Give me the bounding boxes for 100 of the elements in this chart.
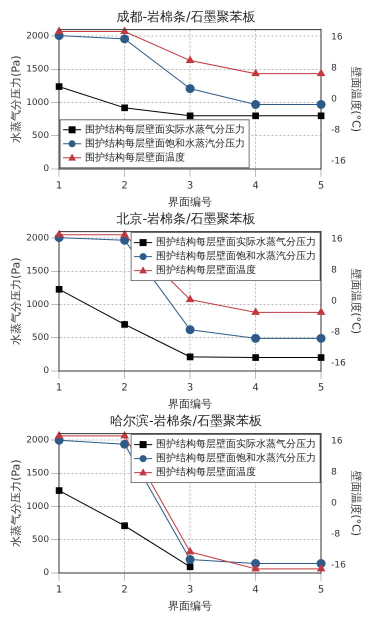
x-tick-label: 1: [56, 382, 62, 394]
point: [316, 100, 326, 110]
y-tick-label: 1500: [26, 64, 50, 75]
x-tick-label: 4: [252, 382, 259, 394]
point: [186, 325, 195, 334]
y-tick-label: 1500: [26, 266, 50, 277]
legend-label: 围护结构每层壁面实际水蒸气分压力: [156, 438, 316, 450]
x-tick-label: 3: [186, 382, 194, 394]
legend-label: 围护结构每层壁面温度: [156, 264, 256, 276]
point: [186, 564, 194, 570]
x-axis-title: 界面编号: [168, 599, 212, 612]
point: [56, 286, 62, 293]
x-tick-label: 4: [252, 584, 259, 596]
point: [186, 555, 195, 564]
y2-tick-label: -8: [331, 529, 340, 540]
y-tick-label: 1500: [26, 468, 50, 479]
point: [252, 354, 259, 361]
x-tick-label: 4: [252, 180, 259, 192]
point: [186, 547, 194, 554]
y2-tick-label: 0: [331, 498, 338, 509]
y-tick-label: 1000: [26, 300, 50, 310]
y2-tick-label: 16: [331, 234, 343, 245]
y-tick-label: 2000: [26, 436, 50, 446]
y2-axis-title: 壁面温度(°C): [350, 268, 363, 334]
y-tick-label: 0: [43, 366, 50, 376]
y-axis-title: 水蒸气分压力(Pa): [9, 459, 22, 547]
x-tick-label: 1: [56, 180, 62, 192]
point: [316, 334, 326, 343]
y-axis-title: 水蒸气分压力(Pa): [9, 55, 22, 143]
y-tick-label: 1000: [26, 502, 50, 512]
point: [121, 104, 128, 112]
point: [186, 354, 194, 360]
x-tick-label: 3: [186, 584, 194, 596]
y2-tick-label: 0: [331, 296, 338, 307]
y2-tick-label: 8: [331, 468, 338, 478]
x-tick-label: 2: [121, 382, 128, 394]
legend-label: 围护结构每层壁面实际水蒸气分压力: [85, 123, 246, 136]
chart-title: 哈尔滨-岩棉条/石墨聚苯板: [110, 413, 262, 430]
point: [121, 321, 128, 328]
legend-label: 围护结构每层壁面温度: [156, 466, 256, 478]
y2-tick-label: -16: [331, 560, 346, 570]
chart-title: 成都-岩棉条/石墨聚苯板: [116, 10, 256, 26]
y2-tick-label: 16: [331, 436, 343, 447]
y-tick-label: 1000: [26, 98, 50, 108]
y2-tick-label: 8: [331, 266, 338, 276]
chart-title: 北京-岩棉条/石墨聚苯板: [116, 212, 256, 228]
point: [251, 100, 260, 110]
y-tick-label: 500: [32, 333, 50, 343]
point: [252, 69, 260, 76]
y2-axis-title: 壁面温度(°C): [350, 66, 363, 132]
point: [251, 334, 260, 343]
point: [186, 56, 194, 64]
point: [317, 69, 326, 76]
y2-tick-label: -8: [331, 327, 340, 338]
point: [252, 112, 259, 120]
y2-tick-label: -16: [331, 358, 346, 368]
y-tick-label: 0: [43, 568, 50, 578]
legend-label: 围护结构每层壁面饱和水蒸汽分压力: [156, 250, 316, 262]
y-tick-label: 500: [32, 131, 50, 141]
point: [120, 27, 129, 34]
point: [186, 84, 195, 94]
y-axis-title: 水蒸气分压力(Pa): [9, 257, 22, 345]
y2-tick-label: -16: [331, 156, 346, 166]
y2-tick-label: 0: [331, 94, 338, 105]
x-tick-label: 2: [121, 584, 128, 596]
point: [252, 308, 260, 315]
x-tick-label: 5: [318, 180, 324, 192]
legend-label: 围护结构每层壁面饱和水蒸汽分压力: [156, 452, 316, 464]
y2-axis-title: 壁面温度(°C): [350, 470, 363, 536]
point: [318, 112, 324, 120]
legend-label: 围护结构每层壁面温度: [85, 151, 186, 164]
point: [121, 522, 128, 530]
x-axis-title: 界面编号: [168, 195, 212, 208]
x-tick-label: 1: [56, 584, 62, 596]
point: [120, 431, 129, 438]
x-axis-title: 界面编号: [168, 397, 212, 410]
y2-tick-label: -8: [331, 125, 340, 136]
point: [318, 354, 324, 361]
legend-label: 围护结构每层壁面饱和水蒸汽分压力: [85, 137, 246, 150]
point: [120, 34, 130, 44]
point: [55, 27, 64, 34]
point: [120, 230, 129, 238]
y-tick-label: 0: [43, 164, 50, 174]
point: [55, 230, 64, 238]
y-tick-label: 2000: [26, 234, 50, 244]
point: [317, 564, 326, 572]
point: [317, 308, 326, 315]
y2-tick-label: 8: [331, 64, 338, 74]
point: [252, 564, 260, 572]
legend-label: 围护结构每层壁面实际水蒸气分压力: [156, 236, 316, 248]
point: [56, 83, 62, 90]
point: [120, 440, 130, 449]
x-tick-label: 5: [318, 382, 324, 394]
point: [186, 112, 194, 120]
y-tick-label: 500: [32, 535, 50, 545]
x-tick-label: 3: [186, 180, 194, 192]
point: [186, 295, 194, 302]
point: [56, 487, 62, 494]
point: [55, 431, 64, 438]
x-tick-label: 2: [121, 180, 128, 192]
